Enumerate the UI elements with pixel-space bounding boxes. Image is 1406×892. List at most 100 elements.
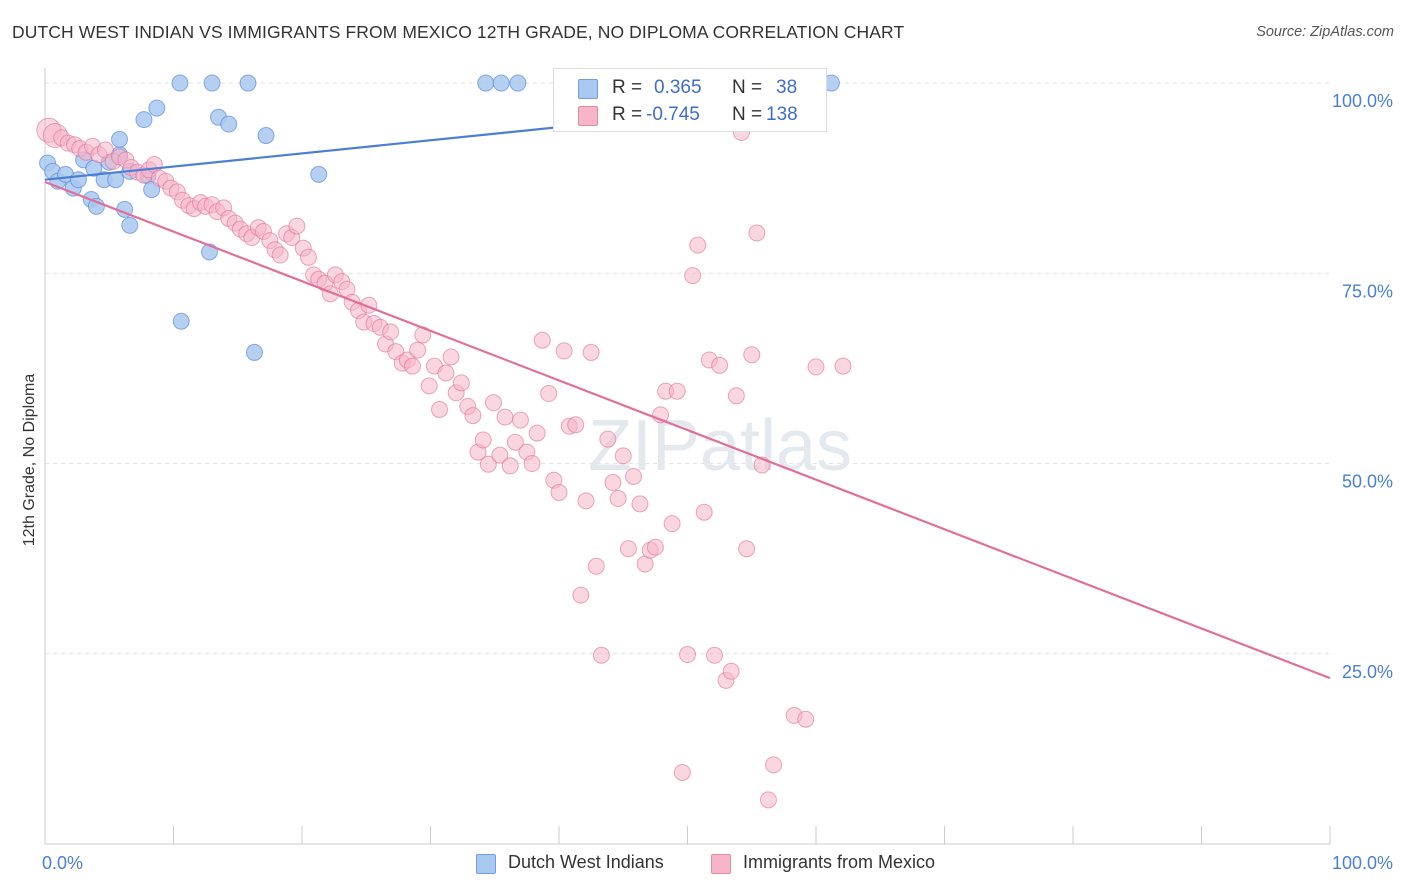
data-point	[523, 455, 541, 473]
data-point	[625, 467, 643, 485]
data-point	[743, 346, 761, 364]
data-point	[631, 495, 649, 513]
series-layer	[36, 74, 852, 809]
legend-n-label: N =	[732, 77, 763, 98]
data-point	[479, 455, 497, 473]
data-point	[203, 74, 221, 92]
data-point	[442, 348, 460, 366]
data-point	[271, 246, 289, 264]
data-point	[759, 791, 777, 809]
data-point	[299, 248, 317, 266]
legend-swatch-blue	[578, 79, 598, 99]
data-point	[807, 358, 825, 376]
data-point	[679, 646, 696, 664]
data-point	[668, 382, 686, 400]
data-point	[464, 407, 482, 425]
data-point	[452, 374, 470, 392]
data-point	[550, 483, 568, 501]
data-point	[528, 424, 546, 442]
grid-lines	[45, 82, 1330, 655]
data-point	[409, 341, 427, 359]
data-point	[111, 130, 129, 148]
data-point	[382, 323, 400, 341]
legend-r-value: -0.745	[646, 104, 700, 125]
x-tick-label-start: 0.0%	[42, 853, 83, 873]
data-point	[834, 357, 852, 375]
data-point	[310, 165, 328, 183]
legend-n-value: 38	[776, 77, 798, 98]
legend-swatch-pink	[578, 106, 598, 126]
data-point	[430, 401, 448, 419]
data-point	[582, 343, 600, 361]
y-axis-label: 12th Grade, No Diploma	[21, 373, 38, 547]
data-point	[239, 74, 257, 92]
data-point	[492, 74, 510, 92]
series-immigrants-from-mexico	[36, 74, 852, 809]
chart-title: DUTCH WEST INDIAN VS IMMIGRANTS FROM MEX…	[12, 22, 905, 42]
legend-swatch-blue	[476, 854, 496, 874]
data-point	[501, 457, 519, 475]
data-point	[684, 267, 702, 285]
data-point	[474, 431, 492, 449]
data-point	[491, 446, 509, 464]
legend-n-value: 138	[766, 104, 798, 125]
trend-layer	[44, 106, 1331, 680]
data-point	[220, 115, 238, 133]
data-point	[614, 447, 632, 465]
y-tick-label: 50.0%	[1342, 472, 1393, 492]
data-point	[711, 356, 729, 374]
data-point	[748, 224, 766, 242]
legend-r-label: R =	[612, 104, 643, 125]
legend-n-label: N =	[732, 104, 763, 125]
data-point	[511, 411, 529, 429]
data-point	[509, 74, 527, 92]
y-tick-label: 75.0%	[1342, 281, 1393, 301]
axes	[44, 68, 1331, 845]
data-point	[69, 171, 87, 189]
data-point	[404, 357, 422, 375]
data-point	[722, 662, 740, 680]
data-point	[604, 474, 622, 492]
source-label: Source: ZipAtlas.com	[1256, 24, 1394, 40]
data-point	[695, 503, 713, 521]
data-point	[663, 515, 681, 533]
y-tick-label: 25.0%	[1342, 662, 1393, 682]
legend-row-blue: R = 0.365 N = 38	[554, 75, 826, 101]
data-point	[555, 342, 573, 360]
data-point	[135, 111, 153, 129]
data-point	[172, 312, 190, 330]
legend-swatch-pink	[711, 854, 731, 874]
data-point	[567, 416, 585, 434]
data-point	[257, 127, 275, 145]
data-point	[420, 377, 438, 395]
legend-r-label: R =	[612, 77, 643, 98]
data-point	[506, 433, 524, 451]
y-tick-label: 100.0%	[1332, 91, 1393, 111]
data-point	[533, 331, 551, 349]
tick-labels: 100.0% 75.0% 50.0% 25.0% 0.0% 100.0%	[42, 91, 1393, 873]
data-point	[592, 646, 610, 664]
data-point	[727, 387, 745, 405]
data-point	[797, 710, 815, 728]
data-point	[609, 490, 627, 508]
legend-r-value: 0.365	[654, 77, 702, 98]
data-point	[288, 217, 306, 235]
correlation-legend: R = 0.365 N = 38 R = -0.745 N = 138	[553, 68, 827, 132]
legend-row-pink: R = -0.745 N = 138	[554, 102, 826, 128]
data-point	[245, 343, 263, 361]
data-point	[765, 756, 783, 774]
data-point	[646, 538, 664, 556]
data-point	[477, 74, 495, 92]
data-point	[437, 364, 455, 382]
data-point	[619, 540, 637, 558]
trend-line	[44, 180, 1331, 680]
data-point	[577, 492, 595, 510]
data-point	[689, 236, 707, 254]
data-point	[496, 408, 514, 426]
legend-label: Immigrants from Mexico	[743, 852, 936, 872]
data-point	[148, 99, 166, 117]
data-point	[673, 763, 691, 781]
data-point	[484, 394, 502, 412]
data-point	[171, 74, 189, 92]
